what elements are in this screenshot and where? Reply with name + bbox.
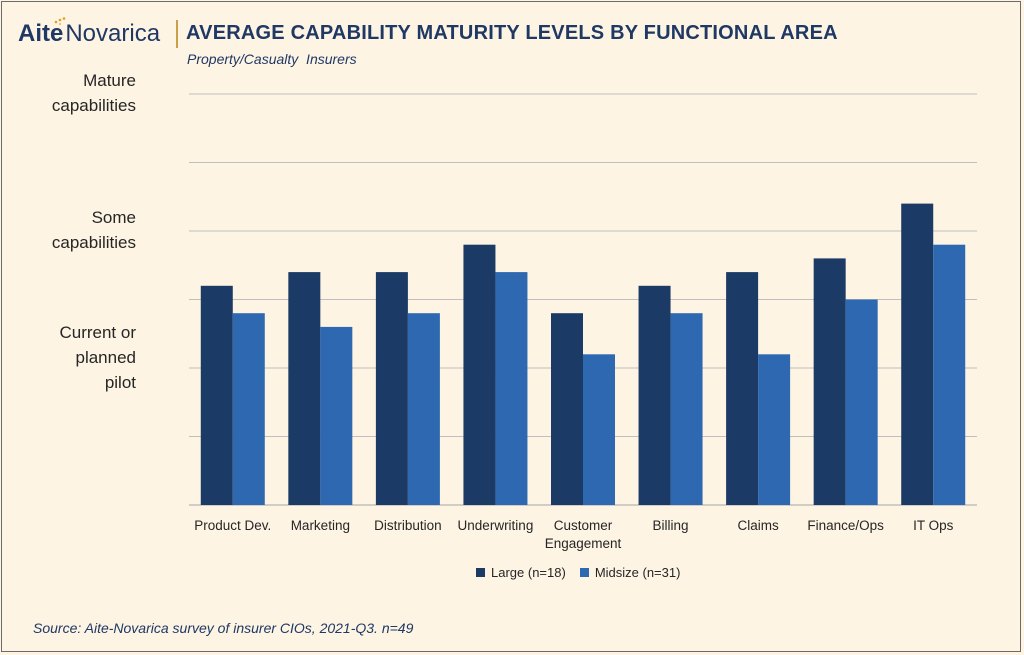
logo-aite-text: Aite [18,20,64,47]
y-axis-label: Current or planned pilot [59,322,136,392]
x-tick-label: Billing [653,518,689,533]
x-tick-label: Engagement [545,536,622,551]
bar-midsize [583,354,615,505]
y-axis-label: Mature capabilities [51,71,136,115]
x-tick-label: Distribution [374,518,442,533]
chart-legend: Large (n=18) Midsize (n=31) [476,565,680,580]
bar-large [288,272,321,505]
legend-item-large: Large (n=18) [476,565,566,580]
legend-swatch-large [476,568,485,577]
bar-large [200,285,233,505]
bar-large [901,203,934,505]
legend-label-midsize: Midsize (n=31) [594,565,681,580]
aite-novarica-logo: Aite Novarica [18,17,161,54]
bar-midsize [407,313,440,505]
x-tick-label: IT Ops [913,518,954,533]
x-tick-label: Underwriting [458,518,534,533]
chart-subtitle: Property/Casualty Insurers [187,51,357,67]
header-divider [176,20,178,48]
source-note: Source: Aite-Novarica survey of insurer … [33,620,414,636]
legend-label-large: Large (n=18) [491,565,566,580]
x-tick-label: Claims [737,518,779,533]
chart-title: AVERAGE CAPABILITY MATURITY LEVELS BY FU… [186,22,838,44]
x-tick-label: Marketing [291,518,350,533]
bar-midsize [758,354,791,505]
y-axis-label: Some capabilities [51,208,136,252]
x-tick-label: Product Dev. [194,518,271,533]
logo-dots-icon [54,17,66,25]
x-tick-label: Customer [554,518,613,533]
logo-novarica-text: Novarica [65,20,161,47]
bar-midsize [320,326,353,505]
bar-midsize [933,244,966,505]
bar-large [375,272,408,505]
bar-midsize [495,272,528,505]
bar-midsize [232,313,265,505]
legend-swatch-midsize [579,568,589,577]
legend-item-midsize: Midsize (n=31) [579,565,681,580]
bar-large [463,244,496,505]
bar-large [638,285,671,505]
bar-midsize [845,299,878,505]
x-tick-label: Finance/Ops [807,518,884,533]
bar-midsize [670,313,703,505]
bar-large [551,313,583,505]
bar-large [813,258,846,505]
bar-large [726,272,759,505]
